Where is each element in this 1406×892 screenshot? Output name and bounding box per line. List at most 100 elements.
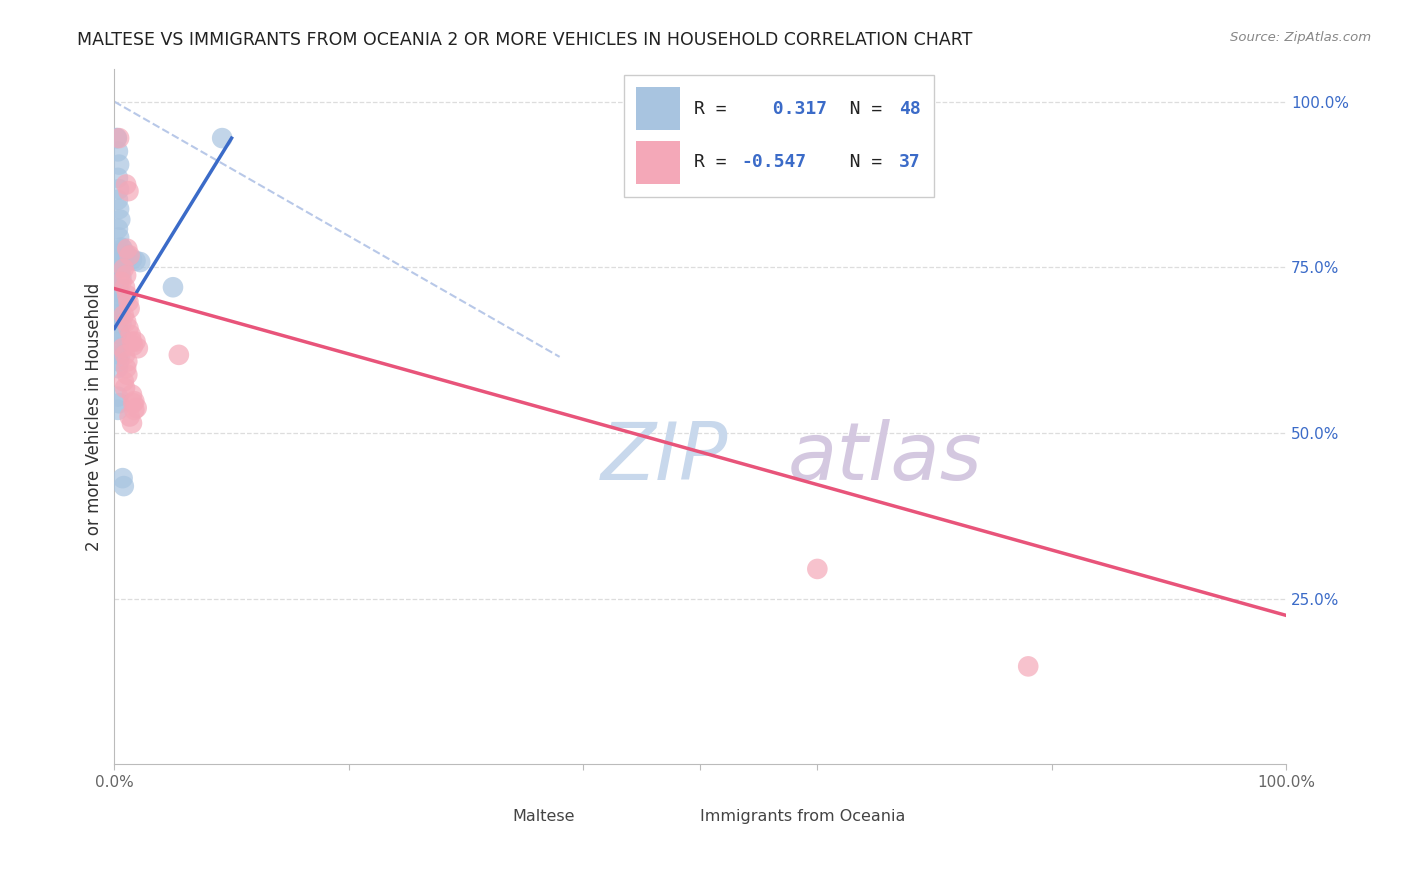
Point: [117, 321, 139, 335]
Point: [110, 251, 132, 265]
FancyBboxPatch shape: [648, 796, 689, 830]
Point: [105, 131, 128, 145]
Point: [125, 401, 148, 415]
Point: [115, 178, 138, 192]
Text: N =: N =: [817, 153, 893, 171]
Point: [111, 471, 134, 485]
Point: [115, 268, 138, 283]
Text: 0.317: 0.317: [751, 100, 827, 118]
FancyBboxPatch shape: [460, 796, 502, 830]
Point: [117, 294, 139, 309]
Point: [107, 193, 129, 207]
Point: [107, 341, 129, 355]
Point: [107, 390, 129, 404]
Point: [110, 290, 132, 304]
Text: MALTESE VS IMMIGRANTS FROM OCEANIA 2 OR MORE VEHICLES IN HOUSEHOLD CORRELATION C: MALTESE VS IMMIGRANTS FROM OCEANIA 2 OR …: [77, 31, 973, 49]
Point: [122, 338, 145, 352]
Point: [110, 270, 132, 285]
Point: [107, 170, 129, 185]
Text: Maltese: Maltese: [513, 809, 575, 824]
Point: [108, 334, 131, 349]
Point: [117, 242, 139, 256]
Text: -0.547: -0.547: [741, 153, 807, 171]
Point: [112, 375, 135, 389]
FancyBboxPatch shape: [624, 76, 935, 197]
Point: [108, 158, 131, 172]
Point: [108, 182, 131, 196]
Point: [167, 348, 190, 362]
FancyBboxPatch shape: [636, 141, 681, 184]
Point: [105, 131, 128, 145]
Point: [114, 348, 136, 362]
Point: [162, 280, 184, 294]
Point: [118, 248, 141, 262]
Point: [112, 479, 135, 493]
Point: [121, 416, 143, 430]
Point: [112, 257, 135, 271]
Point: [117, 251, 139, 265]
Point: [107, 263, 129, 277]
Point: [127, 341, 149, 355]
Point: [110, 240, 132, 254]
Point: [112, 308, 135, 322]
Point: [121, 252, 143, 267]
Point: [110, 348, 132, 362]
Point: [110, 328, 132, 343]
Point: [129, 255, 152, 269]
Text: Immigrants from Oceania: Immigrants from Oceania: [700, 809, 905, 824]
Point: [118, 301, 141, 316]
Y-axis label: 2 or more Vehicles in Household: 2 or more Vehicles in Household: [86, 283, 103, 550]
Point: [108, 312, 131, 326]
Point: [108, 396, 131, 410]
Point: [110, 317, 132, 331]
Point: [120, 328, 142, 343]
Point: [211, 131, 233, 145]
Point: [108, 131, 131, 145]
Point: [806, 562, 828, 576]
Point: [118, 409, 141, 424]
Point: [121, 387, 143, 401]
Point: [124, 334, 146, 349]
Point: [117, 354, 139, 368]
Point: [107, 402, 129, 417]
Text: Source: ZipAtlas.com: Source: ZipAtlas.com: [1230, 31, 1371, 45]
Text: atlas: atlas: [787, 419, 983, 497]
Point: [107, 282, 129, 296]
Text: 48: 48: [900, 100, 921, 118]
Point: [107, 301, 129, 316]
Text: N =: N =: [817, 100, 893, 118]
Point: [111, 341, 134, 355]
Point: [107, 247, 129, 261]
Text: R =: R =: [695, 153, 738, 171]
Point: [114, 280, 136, 294]
Point: [112, 261, 135, 276]
Point: [115, 315, 138, 329]
Point: [111, 242, 134, 256]
Text: R =: R =: [695, 100, 738, 118]
Point: [107, 361, 129, 376]
Point: [1017, 659, 1039, 673]
FancyBboxPatch shape: [636, 87, 681, 130]
Point: [107, 321, 129, 335]
Point: [108, 202, 131, 216]
Point: [108, 297, 131, 311]
Point: [108, 230, 131, 244]
Point: [115, 361, 138, 376]
Point: [115, 247, 138, 261]
Point: [122, 396, 145, 410]
Point: [107, 222, 129, 236]
Point: [108, 275, 131, 289]
Point: [121, 334, 143, 349]
Point: [110, 275, 132, 289]
Point: [124, 253, 146, 268]
Point: [108, 354, 131, 368]
Point: [124, 402, 146, 417]
Point: [117, 288, 139, 302]
Text: ZIP: ZIP: [600, 419, 728, 497]
Point: [107, 145, 129, 159]
Point: [110, 285, 132, 300]
Text: 37: 37: [900, 153, 921, 171]
Point: [110, 307, 132, 321]
Point: [117, 368, 139, 382]
Point: [110, 212, 132, 227]
